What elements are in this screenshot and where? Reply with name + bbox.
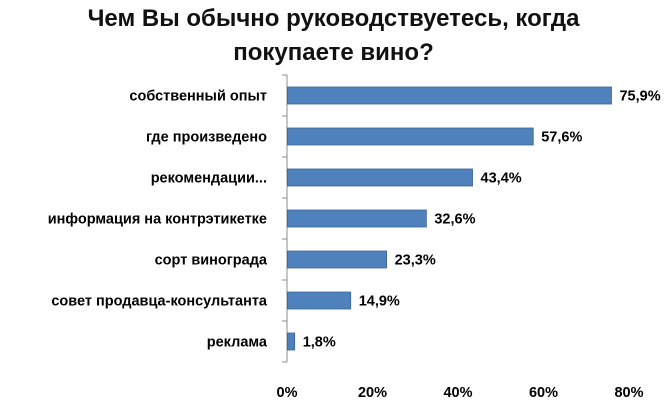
chart-title: Чем Вы обычно руководствуетесь, когда по…	[0, 2, 667, 70]
x-tick-label: 0%	[277, 385, 298, 400]
x-tick-label: 60%	[529, 385, 558, 400]
bar	[287, 127, 534, 146]
data-label: 32,6%	[434, 212, 475, 228]
x-tick-label: 20%	[358, 385, 387, 400]
x-tick-label: 40%	[443, 385, 472, 400]
category-label: где произведено	[146, 130, 267, 146]
category-label: собственный опыт	[129, 89, 267, 105]
data-label: 43,4%	[481, 171, 522, 187]
data-label: 14,9%	[359, 294, 400, 310]
x-tick-label: 80%	[614, 385, 643, 400]
data-label: 75,9%	[619, 89, 660, 105]
bar	[287, 209, 427, 228]
bar	[287, 86, 612, 105]
data-label: 1,8%	[303, 335, 336, 351]
chart-title-line-2: покупаете вино?	[233, 39, 434, 66]
bar	[287, 332, 296, 351]
data-label: 23,3%	[395, 253, 436, 269]
category-label: совет продавца-консультанта	[51, 294, 268, 310]
category-label: реклама	[207, 335, 268, 351]
bar	[287, 250, 388, 269]
bar	[287, 291, 352, 310]
chart-title-line-1: Чем Вы обычно руководствуетесь, когда	[87, 5, 580, 32]
category-label: рекомендации...	[151, 171, 267, 187]
bar	[287, 168, 473, 187]
category-label: сорт винограда	[155, 253, 268, 269]
category-label: информация на контрэтикетке	[48, 212, 267, 228]
data-label: 57,6%	[541, 130, 582, 146]
